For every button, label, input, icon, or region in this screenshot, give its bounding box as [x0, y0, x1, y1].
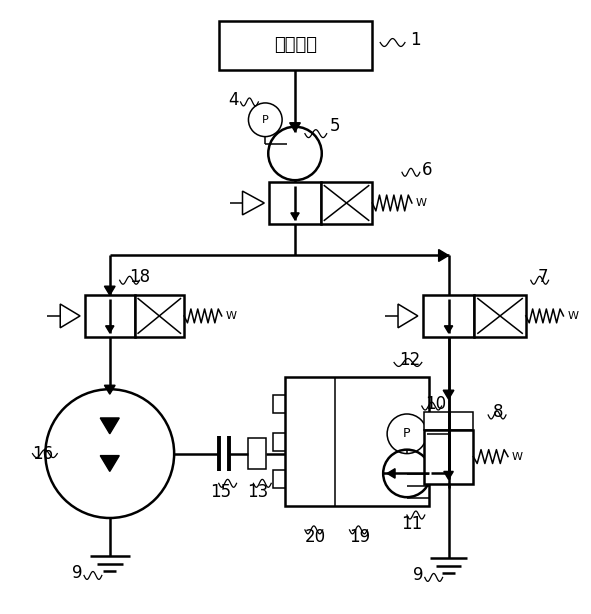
Bar [273, 395, 285, 413]
Polygon shape [291, 213, 299, 220]
Polygon shape [444, 326, 453, 333]
Bar [269, 182, 321, 223]
Bar [423, 295, 475, 336]
Polygon shape [242, 191, 264, 215]
Polygon shape [100, 418, 119, 434]
Bar [219, 21, 372, 70]
Polygon shape [398, 304, 418, 328]
Text: 10: 10 [425, 395, 446, 413]
Polygon shape [443, 451, 454, 459]
Polygon shape [443, 391, 454, 399]
Polygon shape [290, 123, 300, 131]
Bar [475, 295, 526, 336]
Polygon shape [439, 249, 449, 262]
Text: 8: 8 [493, 403, 504, 421]
Text: W: W [567, 311, 579, 321]
Bar [273, 470, 285, 488]
Text: 13: 13 [246, 483, 268, 501]
Text: 18: 18 [129, 268, 151, 286]
Text: 19: 19 [349, 528, 370, 546]
Text: 9: 9 [413, 567, 424, 585]
Text: 15: 15 [210, 483, 231, 501]
Polygon shape [105, 385, 115, 394]
Polygon shape [387, 468, 395, 478]
Polygon shape [105, 286, 115, 295]
Bar [273, 433, 285, 451]
Bar [85, 295, 135, 336]
Text: P: P [262, 115, 269, 125]
Text: 6: 6 [422, 161, 432, 179]
Text: 9: 9 [72, 564, 82, 583]
Polygon shape [106, 326, 114, 333]
Text: 16: 16 [33, 445, 54, 462]
Text: W: W [416, 198, 427, 208]
Bar [321, 182, 372, 223]
Bar [135, 295, 184, 336]
Polygon shape [444, 472, 453, 480]
Text: 液压系统: 液压系统 [274, 36, 317, 55]
Text: 12: 12 [399, 351, 420, 368]
Bar [424, 412, 473, 430]
Text: 11: 11 [401, 515, 423, 533]
Text: W: W [226, 311, 236, 321]
Text: 20: 20 [304, 528, 326, 546]
Text: 4: 4 [228, 91, 239, 109]
Text: W: W [512, 451, 523, 462]
Text: 7: 7 [538, 268, 548, 286]
Bar [424, 430, 473, 484]
Bar [248, 438, 267, 470]
Text: 1: 1 [410, 31, 421, 49]
Text: P: P [403, 427, 411, 440]
Polygon shape [100, 456, 119, 472]
Text: 5: 5 [330, 117, 340, 134]
Bar [285, 378, 428, 506]
Polygon shape [60, 304, 80, 328]
